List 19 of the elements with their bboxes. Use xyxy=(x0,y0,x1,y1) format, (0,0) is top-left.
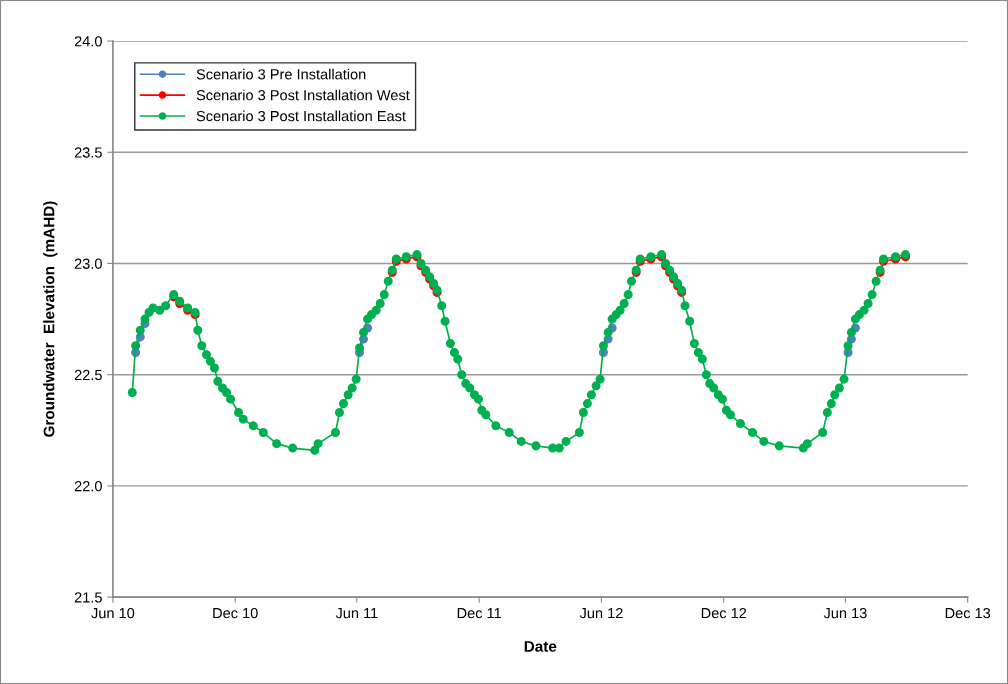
x-tick-label: Dec 13 xyxy=(945,607,991,619)
legend-label: Scenario 3 Post Installation East xyxy=(196,110,406,122)
y-tick-label: 22.5 xyxy=(74,369,102,381)
y-tick-label: 23.0 xyxy=(74,258,102,269)
x-tick-label: Jun 13 xyxy=(823,607,867,619)
x-tick-label: Jun 12 xyxy=(579,607,623,619)
legend-label: Scenario 3 Pre Installation xyxy=(196,68,366,80)
y-tick-label: 24.0 xyxy=(74,36,102,47)
x-tick-label: Dec 12 xyxy=(701,607,747,619)
y-axis-title: Groundwater Elevation (mAHD) xyxy=(43,201,58,437)
y-tick-label: 23.5 xyxy=(74,147,102,158)
y-tick-label: 22.0 xyxy=(74,481,102,492)
x-tick-label: Jun 11 xyxy=(335,608,378,619)
x-tick-label: Jun 10 xyxy=(91,607,135,619)
x-tick-label: Dec 11 xyxy=(457,608,501,619)
x-axis-title: Date xyxy=(524,641,557,652)
legend-label: Scenario 3 Post Installation West xyxy=(196,89,410,101)
x-tick-label: Dec 10 xyxy=(213,607,258,619)
y-tick-label: 21.5 xyxy=(74,592,102,603)
